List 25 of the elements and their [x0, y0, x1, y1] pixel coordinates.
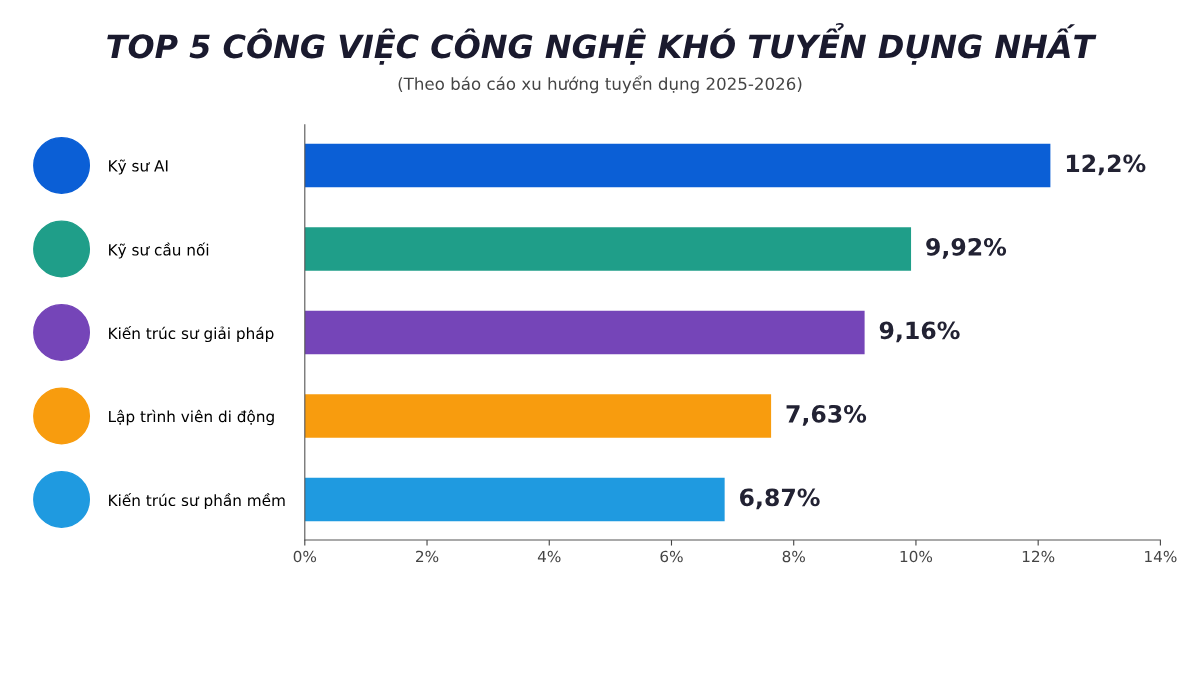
data-label: 12,2% — [1066, 154, 1146, 176]
x-tick-label: 10% — [900, 550, 933, 563]
bar — [304, 477, 725, 522]
x-tick-label: 12% — [1022, 550, 1055, 563]
x-tick-label: 2% — [416, 550, 439, 563]
chart-subtitle: (Theo báo cáo xu hướng tuyển dụng 2025-2026) — [398, 75, 802, 94]
x-tick-label: 8% — [782, 550, 805, 563]
y-tick-label: Kiến trúc sư giải pháp — [109, 325, 274, 343]
bar — [304, 394, 772, 438]
bar — [304, 310, 865, 355]
x-tick-label: 4% — [537, 550, 561, 563]
y-tick-label: Lập trình viên di động — [109, 409, 274, 426]
data-label: 7,63% — [786, 404, 867, 426]
y-tick-label: Kỹ sư AI — [109, 159, 168, 175]
y-tick-label: Kỹ sư cầu nối — [109, 242, 209, 259]
x-tick-label: 0% — [293, 550, 317, 563]
x-tick-label: 6% — [660, 550, 683, 563]
data-label: 9,92% — [926, 237, 1007, 259]
bar — [304, 227, 912, 271]
chart-title: TOP 5 CÔNG VIỆC CÔNG NGHỆ KHÓ TUYỂN DỤNG NHẤT — [107, 23, 1097, 65]
x-tick-label: 14% — [1145, 550, 1177, 563]
data-label: 6,87% — [740, 488, 820, 510]
y-tick-label: Kiến trúc sư phần mềm — [109, 492, 285, 510]
data-label: 9,16% — [879, 321, 960, 343]
bar — [304, 143, 1051, 188]
